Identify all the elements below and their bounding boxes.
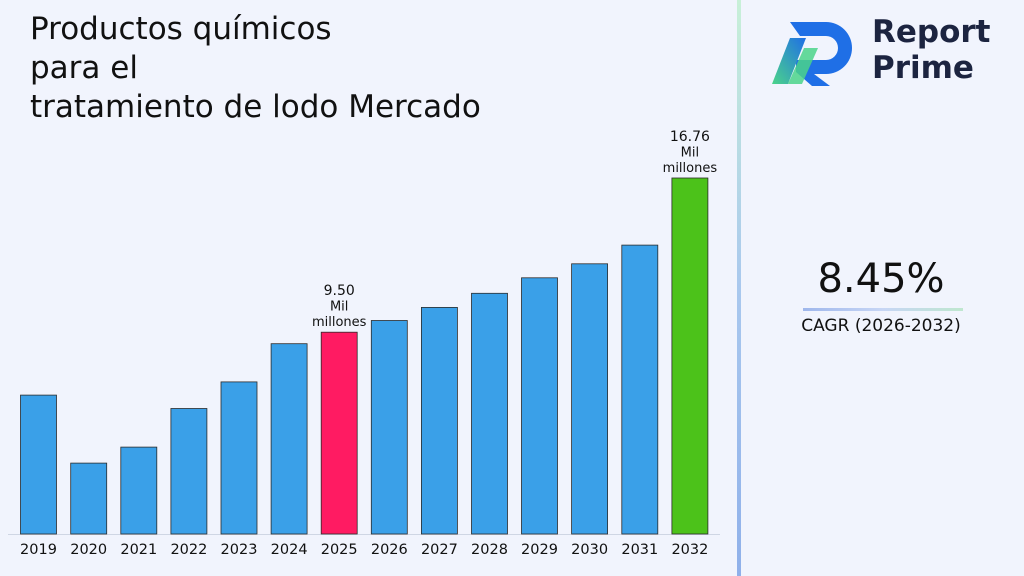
bar-2021 [120,446,158,535]
bar-2027 [420,306,458,535]
brand-name-line-1: Report [872,14,991,50]
report-prime-logo-icon [772,22,852,86]
bar-2022 [170,408,208,535]
x-tick-label-2021: 2021 [120,542,157,558]
bar-2023 [220,381,258,535]
x-tick-label-2019: 2019 [20,542,57,558]
x-tick-label-2025: 2025 [321,542,358,558]
x-tick-label-2027: 2027 [421,542,458,558]
chart-panel: Productos químicos para el tratamiento d… [8,10,720,558]
cagr-value: 8.45% [817,256,945,302]
brand-name: Report Prime [872,14,991,86]
chart-title-line-3: tratamiento de lodo Mercado [30,89,481,125]
cagr-label: CAGR (2026-2032) [801,316,961,336]
bar-2030 [571,263,608,535]
data-label-2025-line-3: millones [312,315,367,330]
x-tick-label-2029: 2029 [521,542,558,558]
brand-name-line-2: Prime [872,50,974,86]
bar-chart: 2019 2020 2021 2022 2023 2024 2025 2026 2027 2028… [8,129,720,558]
bar-2025 [320,331,358,535]
data-label-2025-line-2: Mil [330,300,348,315]
data-label-2025-line-1: 9.50 [324,283,355,299]
bar-2032 [671,177,709,535]
bar-2028 [471,292,508,535]
x-tick-label-2022: 2022 [170,542,207,558]
data-label-2032-line-2: Mil [681,146,699,161]
panel-divider [737,0,741,576]
chart-title: Productos químicos para el tratamiento d… [30,10,630,127]
chart-title-line-1: Productos químicos [30,11,332,47]
x-tick-label-2031: 2031 [621,542,658,558]
data-label-2032-line-1: 16.76 [670,129,710,145]
x-tick-label-2020: 2020 [70,542,107,558]
bar-2031 [621,244,659,535]
chart-title-line-2: para el [30,50,138,86]
cagr-underline [803,308,963,311]
bar-2026 [370,320,408,535]
x-tick-label-2026: 2026 [371,542,408,558]
x-tick-label-2023: 2023 [221,542,258,558]
bar-2024 [270,343,308,535]
x-tick-label-2028: 2028 [471,542,508,558]
bar-2020 [70,462,108,535]
x-tick-label-2024: 2024 [271,542,308,558]
bar-2029 [521,277,558,535]
data-label-2032-line-3: millones [663,161,718,176]
x-tick-label-2030: 2030 [571,542,608,558]
bar-2019 [20,394,57,535]
x-tick-label-2032: 2032 [671,542,708,558]
